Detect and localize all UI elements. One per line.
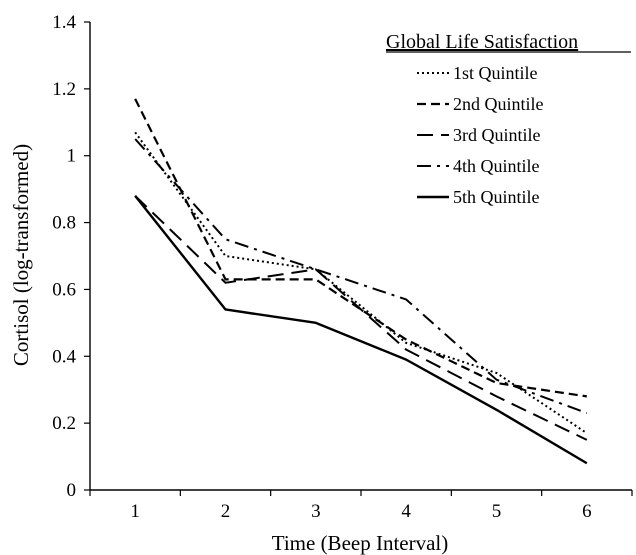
y-tick-label: 0.2 bbox=[52, 413, 76, 434]
y-axis-title: Cortisol (log-transformed) bbox=[9, 144, 33, 366]
x-tick-label: 1 bbox=[130, 501, 140, 522]
y-tick-label: 0.8 bbox=[52, 213, 76, 234]
y-tick-label: 1.4 bbox=[52, 12, 76, 33]
series-line-4 bbox=[134, 138, 588, 415]
series-line-2 bbox=[134, 98, 587, 398]
y-tick-label: 1 bbox=[67, 146, 77, 167]
legend-label-2: 2nd Quintile bbox=[453, 94, 544, 114]
series-line-5 bbox=[134, 195, 588, 465]
y-tick-label: 0.4 bbox=[52, 346, 76, 367]
series-line-3 bbox=[134, 195, 588, 441]
legend-label-5: 5th Quintile bbox=[453, 187, 540, 207]
x-tick-label: 4 bbox=[401, 501, 411, 522]
legend-label-3: 3rd Quintile bbox=[453, 125, 541, 145]
x-tick-label: 6 bbox=[582, 501, 592, 522]
legend-label-4: 4th Quintile bbox=[453, 156, 540, 176]
y-tick-label: 0 bbox=[67, 480, 77, 501]
x-tick-label: 2 bbox=[221, 501, 231, 522]
y-tick-label: 0.6 bbox=[52, 279, 76, 300]
x-axis-title: Time (Beep Interval) bbox=[272, 531, 449, 555]
legend: Global Life Satisfaction 1st Quintile 2nd … bbox=[386, 31, 631, 207]
x-tick-label: 3 bbox=[311, 501, 321, 522]
legend-title: Global Life Satisfaction bbox=[386, 31, 578, 53]
y-tick-label: 1.2 bbox=[52, 79, 76, 100]
x-tick-label: 5 bbox=[492, 501, 502, 522]
series-layer bbox=[134, 98, 588, 465]
legend-label-1: 1st Quintile bbox=[453, 63, 538, 83]
plot-area: 0 0.2 0.4 0.6 0.8 1 1.2 1.4 1 2 3 4 5 6 bbox=[52, 12, 633, 522]
